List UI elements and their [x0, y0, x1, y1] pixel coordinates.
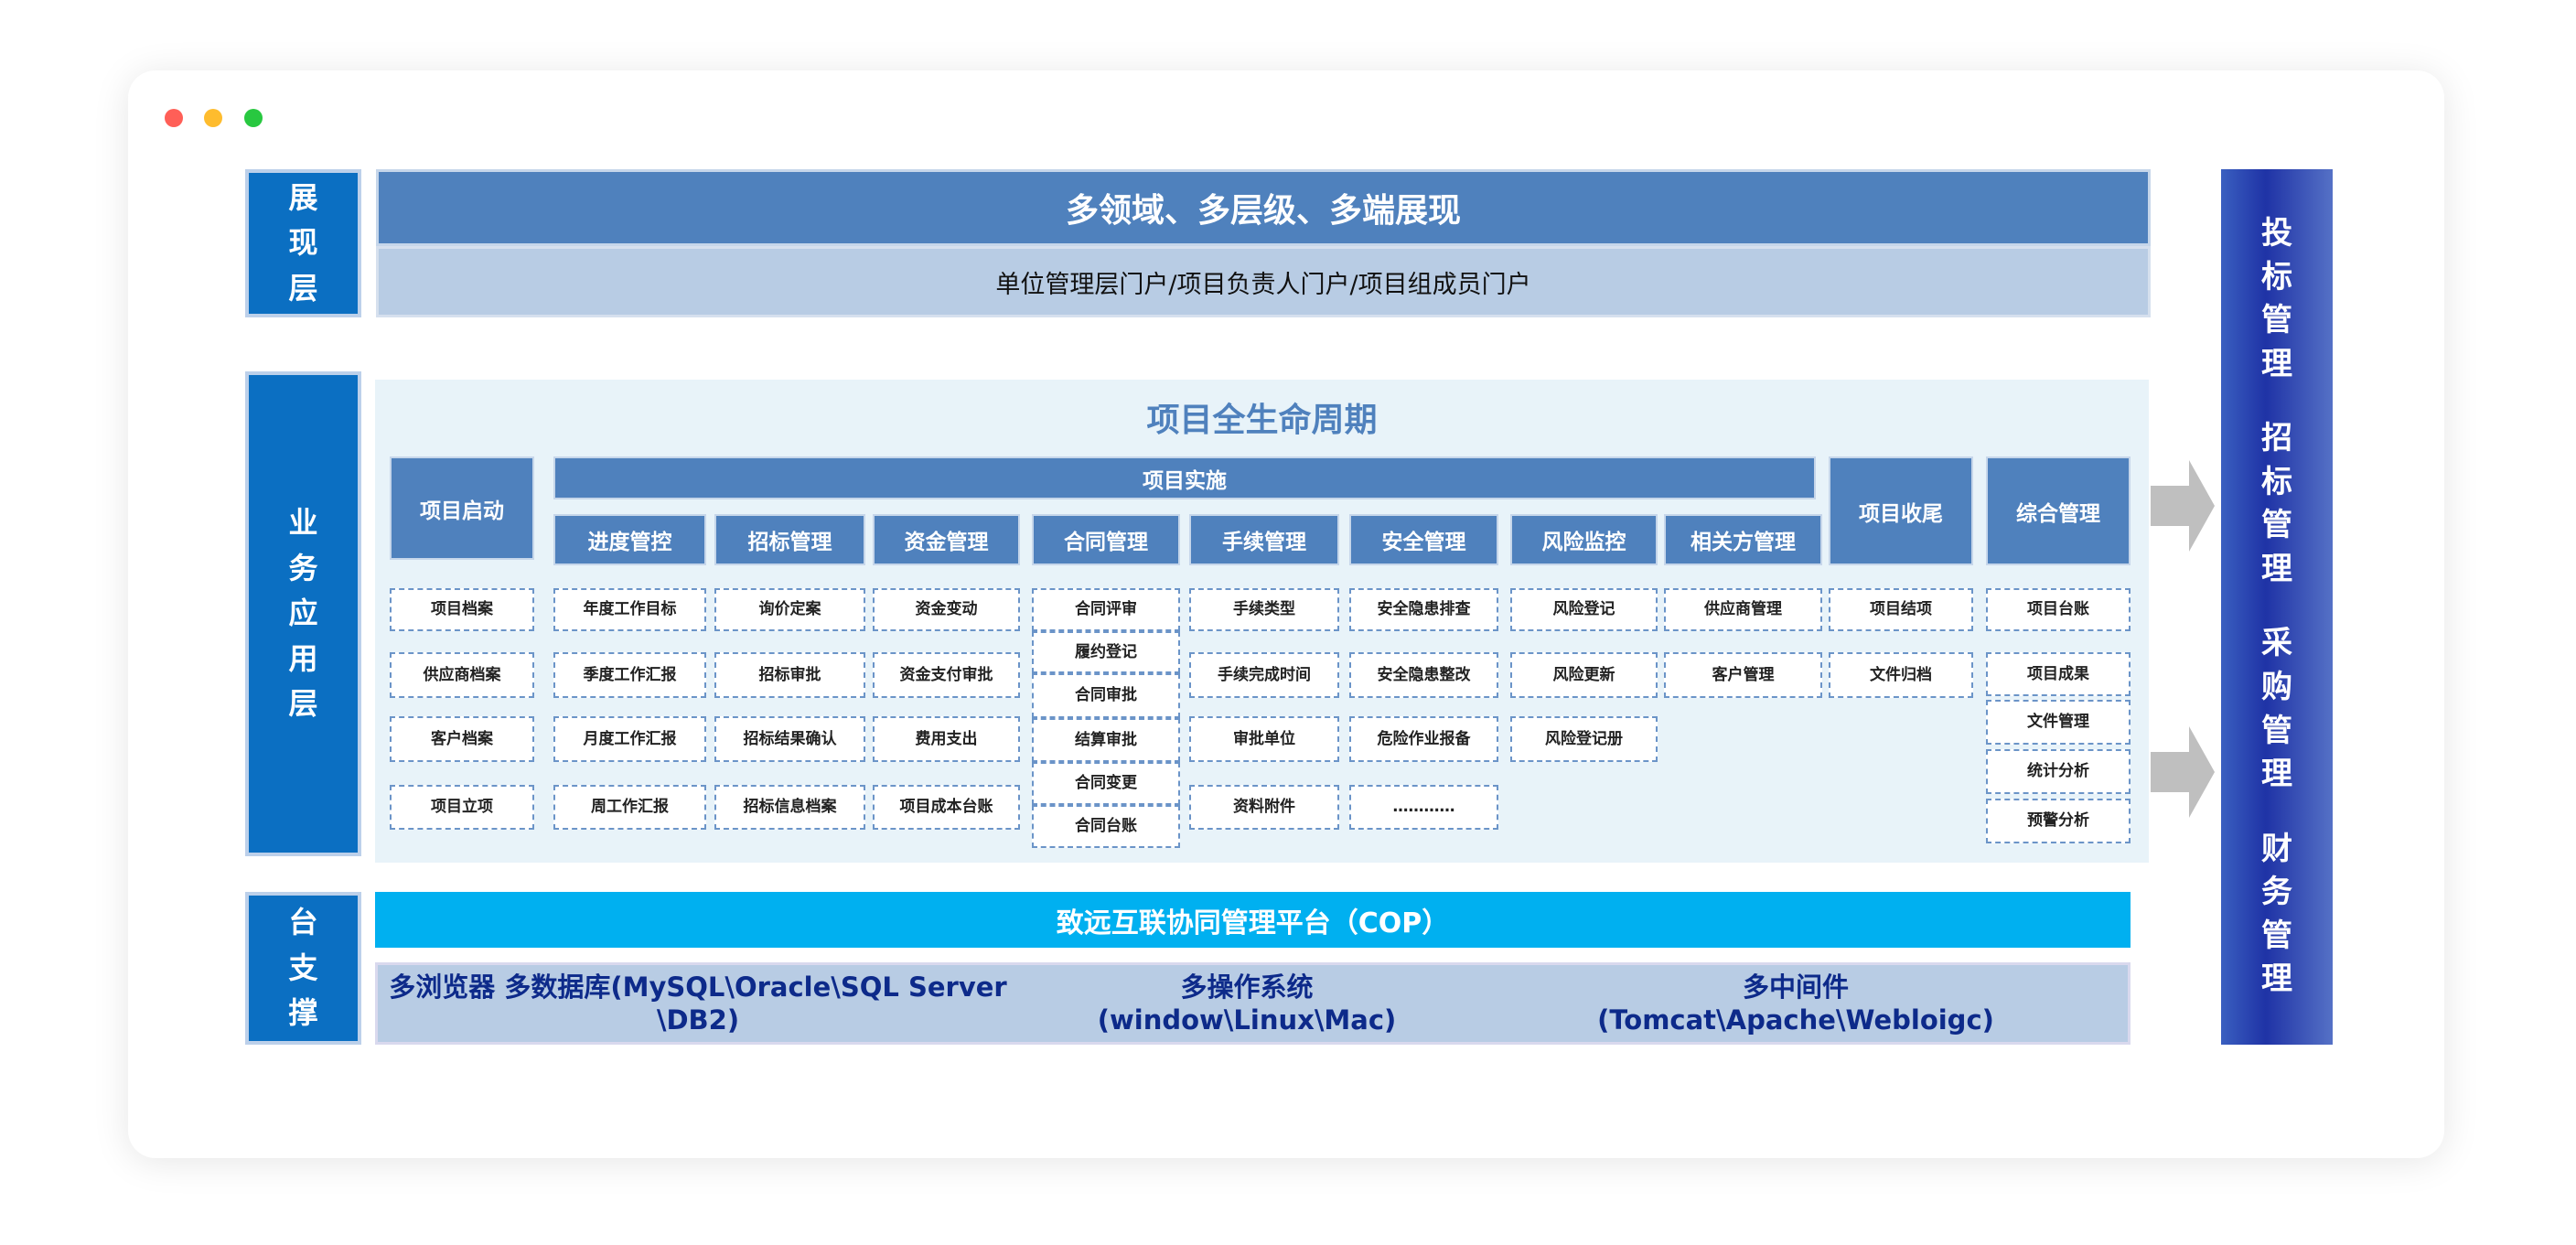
module-item: 审批单位: [1189, 716, 1339, 762]
module-item: 询价定案: [714, 588, 865, 631]
lifecycle-title: 项目全生命周期: [1146, 402, 1378, 439]
browser-database-support: 多浏览器 多数据库(MySQL\Oracle\SQL Server \DB2): [389, 971, 1007, 1036]
module-item: 风险登记册: [1510, 716, 1658, 762]
presentation-title: 多领域、多层级、多端展现: [376, 169, 2151, 246]
portal-bar: 单位管理层门户/项目负责人门户/项目组成员门户: [376, 246, 2151, 317]
module-item: 客户档案: [390, 716, 534, 762]
column-header-7: 风险监控: [1510, 514, 1658, 565]
column-header-9: 项目收尾: [1829, 456, 1973, 565]
module-item: 项目结项: [1829, 588, 1973, 631]
module-item: 统计分析: [1986, 749, 2131, 794]
module-item: 年度工作目标: [553, 588, 706, 631]
module-item: 项目档案: [390, 588, 534, 631]
window-dot-icon: [204, 109, 222, 127]
arrow-right-icon: [2151, 460, 2215, 552]
module-item: 合同变更: [1032, 762, 1180, 805]
module-item: 手续完成时间: [1189, 652, 1339, 698]
presentation-layer-label: 展现层: [245, 169, 361, 317]
column-header-8: 相关方管理: [1664, 514, 1822, 565]
column-header-1: 进度管控: [553, 514, 706, 565]
module-item: 预警分析: [1986, 799, 2131, 843]
module-item: 供应商管理: [1664, 588, 1822, 631]
cross-cutting-panel: 投标管理 招标管理 采购管理 财务管理: [2221, 169, 2333, 1045]
cop-platform-bar: 致远互联协同管理平台（COP）: [375, 892, 2131, 948]
module-item: 项目立项: [390, 785, 534, 830]
middleware-support: 多中间件 (Tomcat\Apache\Webloigc): [1597, 971, 1994, 1036]
business-layer-label: 业务应用层: [245, 371, 361, 856]
module-item: 文件管理: [1986, 700, 2131, 745]
column-header-4: 合同管理: [1032, 514, 1180, 565]
module-item: 资金变动: [873, 588, 1020, 631]
module-item: 招标结果确认: [714, 716, 865, 762]
module-item: 文件归档: [1829, 652, 1973, 698]
module-item: 费用支出: [873, 716, 1020, 762]
module-item: 招标信息档案: [714, 785, 865, 830]
module-item: 风险登记: [1510, 588, 1658, 631]
column-header-2: 招标管理: [714, 514, 865, 565]
module-item: 项目成果: [1986, 652, 2131, 696]
module-item: 风险更新: [1510, 652, 1658, 698]
module-item: 安全隐患排查: [1349, 588, 1498, 631]
module-item: 资金支付审批: [873, 652, 1020, 698]
module-item: 合同审批: [1032, 673, 1180, 718]
module-item: 危险作业报备: [1349, 716, 1498, 762]
module-item: 资料附件: [1189, 785, 1339, 830]
arrow-right-icon: [2151, 726, 2215, 818]
window-dot-icon: [244, 109, 263, 127]
column-header-5: 手续管理: [1189, 514, 1339, 565]
procurement-management: 采购管理: [2261, 625, 2292, 793]
module-item: 招标审批: [714, 652, 865, 698]
os-support: 多操作系统 (window\Linux\Mac): [1097, 971, 1397, 1036]
module-item: 履约登记: [1032, 631, 1180, 673]
column-header-3: 资金管理: [873, 514, 1020, 565]
module-item: 合同台账: [1032, 805, 1180, 848]
module-item: 合同评审: [1032, 588, 1180, 631]
bidding-management: 投标管理: [2261, 214, 2292, 382]
window-dot-icon: [165, 109, 183, 127]
implementation-header: 项目实施: [553, 456, 1816, 499]
tender-management: 招标管理: [2261, 420, 2292, 587]
module-item: 安全隐患整改: [1349, 652, 1498, 698]
column-header-10: 综合管理: [1986, 456, 2131, 565]
finance-management: 财务管理: [2261, 830, 2292, 998]
column-header-6: 安全管理: [1349, 514, 1498, 565]
column-header-0: 项目启动: [390, 456, 534, 560]
module-item: 项目成本台账: [873, 785, 1020, 830]
module-item: 客户管理: [1664, 652, 1822, 698]
module-item: 月度工作汇报: [553, 716, 706, 762]
module-item: 季度工作汇报: [553, 652, 706, 698]
platform-support-bar: 多浏览器 多数据库(MySQL\Oracle\SQL Server \DB2) …: [375, 962, 2131, 1045]
module-item: 结算审批: [1032, 718, 1180, 762]
module-item: 周工作汇报: [553, 785, 706, 830]
module-item: 手续类型: [1189, 588, 1339, 631]
module-item: 供应商档案: [390, 652, 534, 698]
module-item: …………: [1349, 785, 1498, 830]
platform-layer-label: 平台支撑层: [245, 860, 361, 1076]
module-item: 项目台账: [1986, 588, 2131, 631]
